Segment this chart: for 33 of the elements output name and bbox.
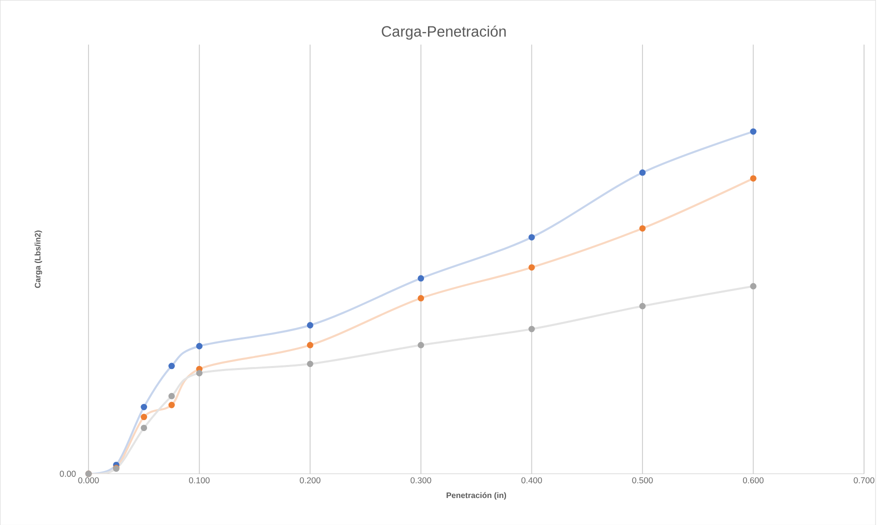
chart-title: Carga-Penetración xyxy=(382,25,506,40)
point xyxy=(306,342,314,348)
point xyxy=(140,424,148,431)
point xyxy=(528,326,535,332)
point xyxy=(750,175,756,182)
point xyxy=(418,274,424,282)
point xyxy=(196,342,203,350)
point xyxy=(528,234,535,240)
point xyxy=(750,282,756,290)
x-tick-label: 0.400 xyxy=(521,477,542,484)
point xyxy=(306,360,314,367)
x-tick-label: 0.200 xyxy=(300,477,320,484)
point xyxy=(306,322,314,328)
point xyxy=(418,294,424,302)
point xyxy=(639,169,646,176)
x-tick-label: 0.100 xyxy=(189,477,210,484)
x-tick-label: 0.000 xyxy=(78,477,99,484)
x-tick-label: 0.300 xyxy=(410,477,432,484)
point xyxy=(418,342,424,348)
x-tick-label: 0.700 xyxy=(854,477,874,484)
text: 0.00 xyxy=(60,470,76,477)
point xyxy=(168,392,175,400)
x-tick-label: 0.500 xyxy=(632,477,653,484)
point xyxy=(196,370,203,376)
x-tick-label: 0.600 xyxy=(742,477,764,484)
point xyxy=(140,404,148,410)
point xyxy=(168,402,175,408)
point xyxy=(140,414,148,420)
point xyxy=(528,264,535,270)
point xyxy=(750,128,756,135)
point xyxy=(168,362,175,369)
point xyxy=(639,302,646,310)
point xyxy=(639,225,646,232)
